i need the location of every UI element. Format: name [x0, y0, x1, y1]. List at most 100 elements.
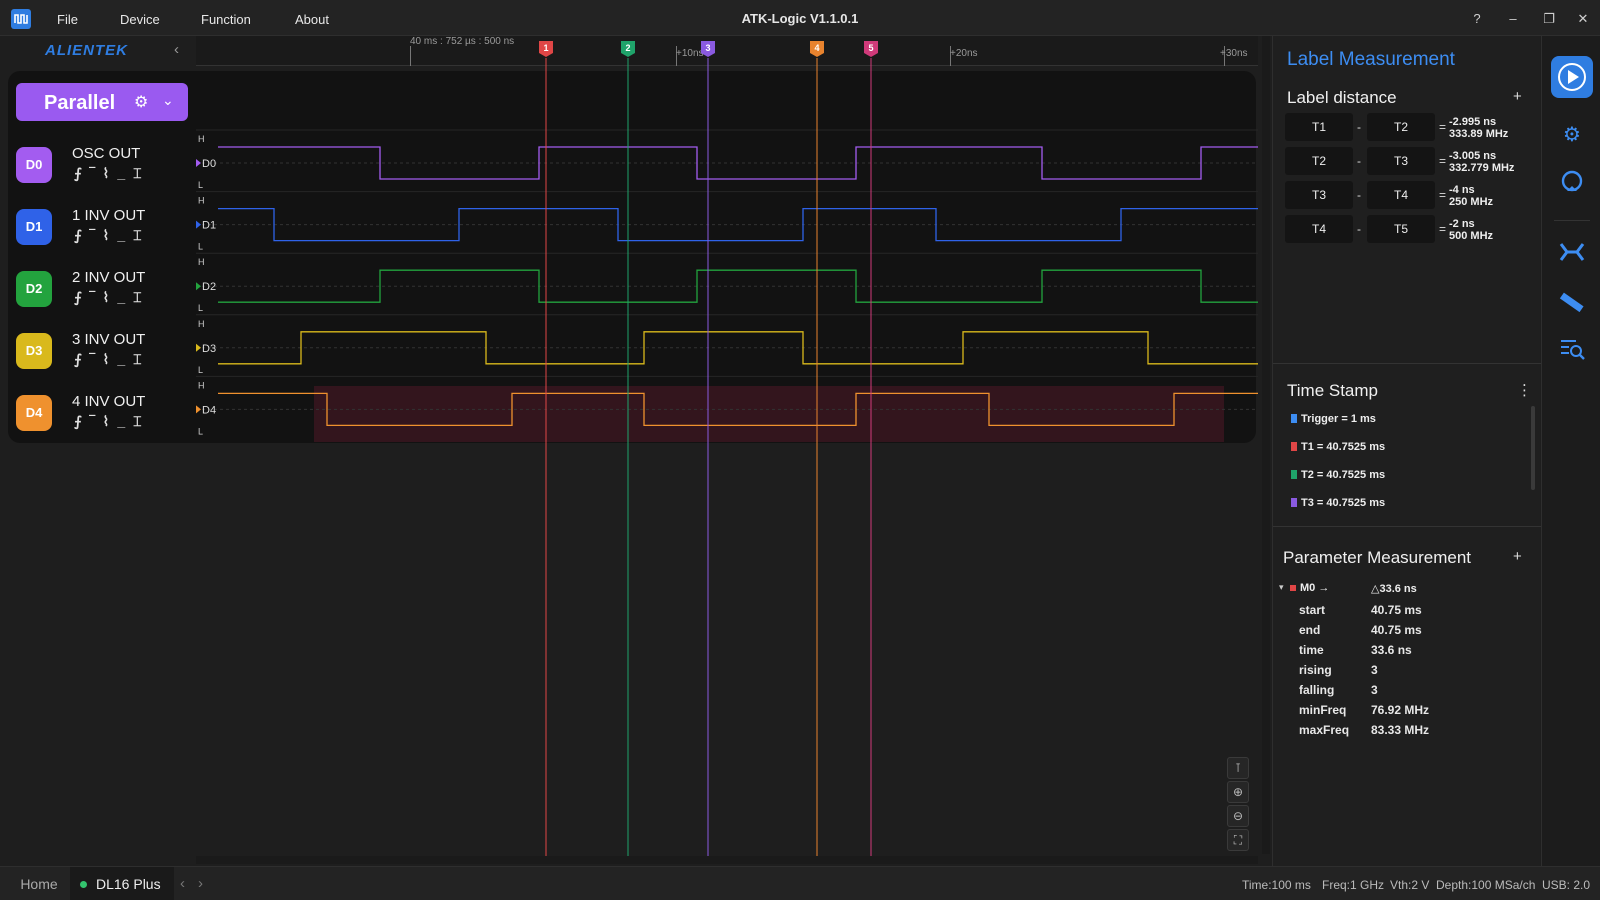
trigger-icon[interactable]	[1554, 168, 1590, 198]
label-b-select[interactable]: T2	[1367, 113, 1435, 141]
low-level-label: L	[198, 365, 203, 375]
status-freq: Freq:1 GHz	[1322, 878, 1385, 892]
label-a-select[interactable]: T1	[1285, 113, 1353, 141]
timestamp-trigger[interactable]: Trigger = 1 ms	[1291, 413, 1376, 425]
channel-tag-icon	[196, 220, 201, 229]
timestamp-t2[interactable]: T2 = 40.7525 ms	[1291, 469, 1385, 481]
high-level-label: H	[198, 196, 205, 206]
tab-prev-button[interactable]: ‹	[180, 875, 185, 892]
channel-badge-d1[interactable]: D1	[16, 209, 52, 245]
flag-icon	[1291, 470, 1297, 479]
channel-badge-d2[interactable]: D2	[16, 271, 52, 307]
close-button[interactable]: ✕	[1577, 11, 1589, 26]
measurement-pane: Label Measurement Label distance + T1 - …	[1272, 36, 1541, 866]
flag-icon	[1291, 414, 1297, 423]
high-level-label: H	[198, 134, 205, 144]
low-level-label: L	[198, 242, 203, 252]
label-a-select[interactable]: T2	[1285, 147, 1353, 175]
measure-ruler-icon[interactable]	[1554, 288, 1590, 318]
ruler-tick	[676, 46, 677, 66]
waveform-d4	[218, 392, 1258, 427]
label-b-select[interactable]: T3	[1367, 147, 1435, 175]
settings-gear-icon[interactable]: ⚙	[1563, 124, 1581, 146]
horizontal-scrollbar[interactable]	[196, 856, 1258, 864]
time-ruler[interactable]: 40 ms : 752 µs : 500 ns +10ns +20ns +30n…	[196, 36, 1258, 66]
param-key: falling	[1299, 683, 1335, 697]
channel-name-d2[interactable]: 2 INV OUT	[72, 269, 146, 286]
trigger-icons-d1[interactable]: ⨍‾⌇_⌶	[74, 227, 150, 243]
channel-tag-icon	[196, 405, 201, 414]
menu-function[interactable]: Function	[201, 12, 251, 27]
timestamp-t1[interactable]: T1 = 40.7525 ms	[1291, 441, 1385, 453]
time-stamp-scrollbar[interactable]	[1531, 406, 1535, 490]
restore-button[interactable]: ❐	[1543, 11, 1555, 26]
menu-file[interactable]: File	[57, 12, 78, 27]
marker-flag-3[interactable]: 3	[701, 41, 715, 57]
add-parameter-button[interactable]: +	[1513, 548, 1522, 565]
chevron-down-icon[interactable]: ⌄	[162, 92, 174, 108]
collapse-panel-button[interactable]: ‹	[174, 41, 179, 58]
vertical-scrollbar[interactable]	[1262, 36, 1270, 854]
marker-flag-4[interactable]: 4	[810, 41, 824, 57]
run-button[interactable]	[1551, 56, 1593, 98]
channel-tag: D0	[202, 158, 216, 170]
tab-next-button[interactable]: ›	[198, 875, 203, 892]
timestamp-text: T2 = 40.7525 ms	[1301, 469, 1386, 481]
distance-time: -2.995 ns	[1449, 116, 1497, 128]
tab-device[interactable]: DL16 Plus	[70, 867, 174, 900]
label-b-select[interactable]: T4	[1367, 181, 1435, 209]
timestamp-t3[interactable]: T3 = 40.7525 ms	[1291, 497, 1385, 509]
status-time: Time:100 ms	[1242, 878, 1311, 892]
status-bar: Home DL16 Plus ‹ › Time:100 ms Freq:1 GH…	[0, 866, 1600, 900]
channel-name-d0[interactable]: OSC OUT	[72, 145, 141, 162]
gear-icon[interactable]: ⚙	[134, 94, 149, 111]
channel-tag-icon	[196, 282, 201, 291]
distance-freq: 332.779 MHz	[1449, 162, 1515, 174]
label-b-select[interactable]: T5	[1367, 215, 1435, 243]
expand-caret-icon[interactable]: ▾	[1279, 582, 1284, 592]
zoom-out-button[interactable]: ⊖	[1227, 805, 1249, 827]
parallel-group-button[interactable]: Parallel ⚙ ⌄	[16, 83, 188, 121]
fit-all-button[interactable]: ⛶	[1227, 829, 1249, 851]
menu-device[interactable]: Device	[120, 12, 160, 27]
timestamp-text: Trigger = 1 ms	[1301, 413, 1376, 425]
time-stamp-menu-button[interactable]: ⋮	[1517, 382, 1532, 399]
zoom-in-button[interactable]: ⊕	[1227, 781, 1249, 803]
search-list-icon[interactable]	[1554, 336, 1590, 366]
help-button[interactable]: ?	[1473, 11, 1481, 26]
channel-name-d1[interactable]: 1 INV OUT	[72, 207, 146, 224]
title-bar: File Device Function About ATK-Logic V1.…	[0, 0, 1600, 36]
decoder-icon[interactable]	[1554, 240, 1590, 270]
param-value: 40.75 ms	[1371, 623, 1422, 637]
distance-freq: 500 MHz	[1449, 230, 1494, 242]
trigger-icons-d3[interactable]: ⨍‾⌇_⌶	[74, 351, 150, 367]
low-level-label: L	[198, 426, 203, 436]
ruler-tick	[410, 46, 411, 66]
minimize-button[interactable]: –	[1509, 11, 1517, 26]
parameter-measurement-title: Parameter Measurement	[1283, 548, 1472, 567]
trigger-icons-d0[interactable]: ⨍‾⌇_⌶	[74, 165, 150, 181]
trigger-icons-d4[interactable]: ⨍‾⌇_⌶	[74, 413, 150, 429]
connected-dot-icon	[80, 881, 87, 888]
add-label-distance-button[interactable]: +	[1513, 88, 1522, 105]
marker-flag-1[interactable]: 1	[539, 41, 553, 57]
channel-badge-d3[interactable]: D3	[16, 333, 52, 369]
distance-freq: 333.89 MHz	[1449, 128, 1509, 140]
fit-trigger-button[interactable]: ⊺	[1227, 757, 1249, 779]
menu-about[interactable]: About	[295, 12, 329, 27]
tab-home[interactable]: Home	[20, 876, 58, 892]
label-a-select[interactable]: T3	[1285, 181, 1353, 209]
channel-badge-d4[interactable]: D4	[16, 395, 52, 431]
measure-name[interactable]: M0 →	[1300, 582, 1330, 594]
measurement-highlight	[314, 386, 1224, 442]
channel-name-d3[interactable]: 3 INV OUT	[72, 331, 146, 348]
label-a-select[interactable]: T4	[1285, 215, 1353, 243]
ruler-tick-label: +10ns	[676, 48, 704, 59]
channel-name-d4[interactable]: 4 INV OUT	[72, 393, 146, 410]
minus-sign: -	[1357, 222, 1361, 236]
trigger-icons-d2[interactable]: ⨍‾⌇_⌶	[74, 289, 150, 305]
channel-badge-d0[interactable]: D0	[16, 147, 52, 183]
marker-flag-2[interactable]: 2	[621, 41, 635, 57]
marker-flag-5[interactable]: 5	[864, 41, 878, 57]
